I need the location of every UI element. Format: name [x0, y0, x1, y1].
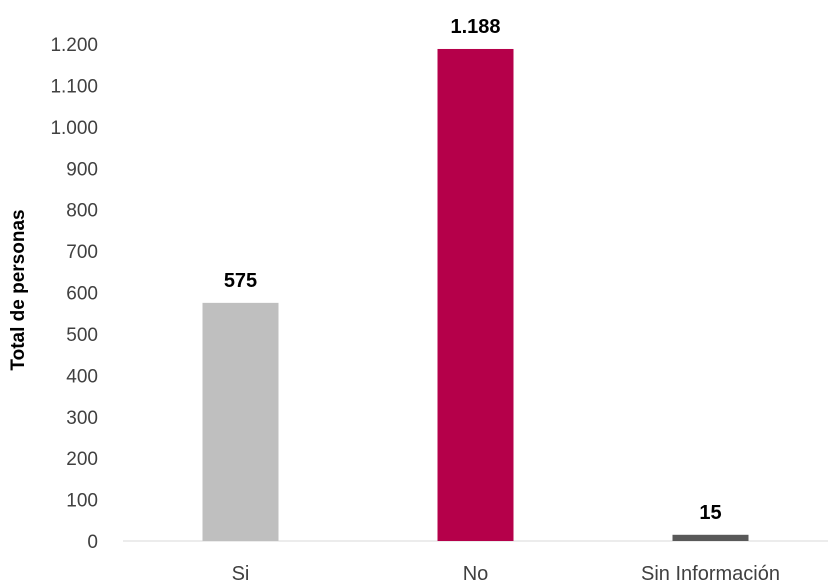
- x-category-label: Sin Información: [641, 563, 780, 585]
- y-tick-label: 700: [66, 242, 98, 263]
- x-category-label: Si: [232, 563, 250, 585]
- bar: [672, 534, 749, 541]
- y-axis-ticks: 0 100 200 300 400 500 600 700 800 900 1.000 1.100 1.…: [50, 35, 98, 553]
- y-tick-label: 400: [66, 366, 98, 387]
- bar-value-label: 15: [699, 502, 721, 524]
- y-tick-label: 800: [66, 201, 98, 222]
- bar-value-label: 1.188: [450, 16, 500, 38]
- y-tick-label: 300: [66, 408, 98, 429]
- bar: [437, 48, 514, 541]
- y-tick-label: 600: [66, 284, 98, 305]
- y-tick-label: 900: [66, 159, 98, 180]
- y-tick-label: 1.100: [50, 76, 98, 97]
- y-tick-label: 500: [66, 325, 98, 346]
- y-tick-label: 0: [87, 532, 98, 553]
- x-axis-categories: Si No Sin Información: [232, 563, 780, 585]
- y-tick-label: 1.000: [50, 118, 98, 139]
- y-tick-label: 100: [66, 491, 98, 512]
- y-axis-title: Total de personas: [8, 209, 29, 370]
- y-tick-label: 1.200: [50, 35, 98, 56]
- x-category-label: No: [463, 563, 489, 585]
- bar: [202, 302, 279, 541]
- bar-value-label: 575: [224, 270, 257, 292]
- y-tick-label: 200: [66, 449, 98, 470]
- bars-group: 575 1.188 15: [202, 16, 749, 541]
